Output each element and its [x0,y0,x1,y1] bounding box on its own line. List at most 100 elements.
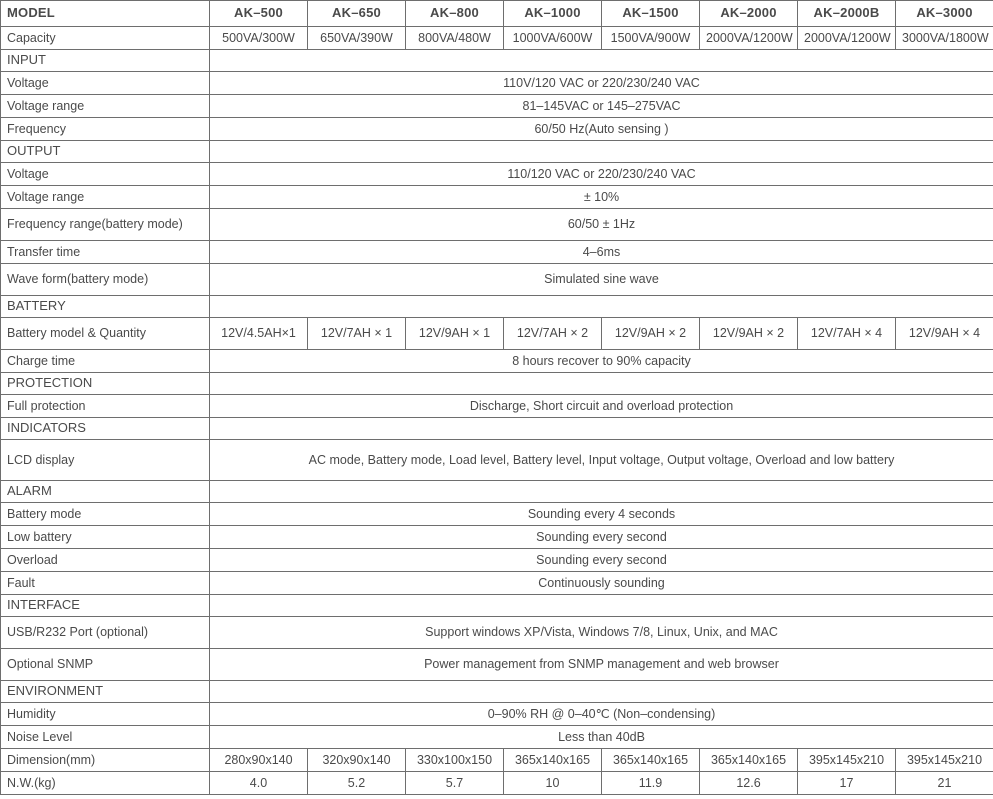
row-label-noise-level: Noise Level [0,725,210,749]
battery-value-7: 12V/9AH × 4 [895,317,993,350]
row-label-wave-form: Wave form(battery mode) [0,263,210,296]
dimension-value-6: 395x145x210 [797,748,896,772]
section-blank-environment [209,680,993,703]
row-label-alarm-low-battery: Low battery [0,525,210,549]
section-row-environment: ENVIRONMENT [0,680,993,703]
table-row-capacity: Capacity 500VA/300W 650VA/390W 800VA/480… [0,26,993,50]
lcd-display-value: AC mode, Battery mode, Load level, Batte… [209,439,993,481]
capacity-value-5: 2000VA/1200W [699,26,798,50]
table-row-dimension: Dimension(mm) 280x90x140 320x90x140 330x… [0,748,993,772]
capacity-value-0: 500VA/300W [209,26,308,50]
output-frequency-range-value: 60/50 ± 1Hz [209,208,993,241]
row-label-input-voltage: Voltage [0,71,210,95]
transfer-time-value: 4–6ms [209,240,993,264]
table-row-charge-time: Charge time 8 hours recover to 90% capac… [0,349,993,373]
battery-value-3: 12V/7AH × 2 [503,317,602,350]
battery-value-4: 12V/9AH × 2 [601,317,700,350]
table-row-optional-snmp: Optional SNMP Power management from SNMP… [0,648,993,681]
section-blank-interface [209,594,993,617]
header-model-1: AK–650 [307,0,406,27]
capacity-value-2: 800VA/480W [405,26,504,50]
dimension-value-5: 365x140x165 [699,748,798,772]
table-row-alarm-overload: Overload Sounding every second [0,548,993,572]
section-row-input: INPUT [0,49,993,72]
optional-snmp-value: Power management from SNMP management an… [209,648,993,681]
output-voltage-range-value: ± 10% [209,185,993,209]
alarm-low-battery-value: Sounding every second [209,525,993,549]
row-label-transfer-time: Transfer time [0,240,210,264]
header-label-model: MODEL [0,0,210,27]
battery-value-6: 12V/7AH × 4 [797,317,896,350]
table-row-alarm-low-battery: Low battery Sounding every second [0,525,993,549]
row-label-charge-time: Charge time [0,349,210,373]
dimension-value-1: 320x90x140 [307,748,406,772]
table-row-usb-r232-port: USB/R232 Port (optional) Support windows… [0,616,993,649]
table-row-battery-model-quantity: Battery model & Quantity 12V/4.5AH×1 12V… [0,317,993,350]
table-row-humidity: Humidity 0–90% RH @ 0–40℃ (Non–condensin… [0,702,993,726]
battery-value-2: 12V/9AH × 1 [405,317,504,350]
row-label-optional-snmp: Optional SNMP [0,648,210,681]
full-protection-value: Discharge, Short circuit and overload pr… [209,394,993,418]
header-model-5: AK–2000 [699,0,798,27]
section-row-indicators: INDICATORS [0,417,993,440]
net-weight-value-0: 4.0 [209,771,308,795]
row-label-humidity: Humidity [0,702,210,726]
net-weight-value-5: 12.6 [699,771,798,795]
section-blank-protection [209,372,993,395]
section-label-battery: BATTERY [0,295,210,318]
table-row-full-protection: Full protection Discharge, Short circuit… [0,394,993,418]
row-label-input-voltage-range: Voltage range [0,94,210,118]
net-weight-value-1: 5.2 [307,771,406,795]
row-label-full-protection: Full protection [0,394,210,418]
row-label-alarm-battery-mode: Battery mode [0,502,210,526]
section-blank-input [209,49,993,72]
section-label-input: INPUT [0,49,210,72]
section-blank-indicators [209,417,993,440]
row-label-output-voltage-range: Voltage range [0,185,210,209]
table-row-transfer-time: Transfer time 4–6ms [0,240,993,264]
row-label-output-voltage: Voltage [0,162,210,186]
header-model-3: AK–1000 [503,0,602,27]
table-row-input-voltage-range: Voltage range 81–145VAC or 145–275VAC [0,94,993,118]
dimension-value-0: 280x90x140 [209,748,308,772]
net-weight-value-2: 5.7 [405,771,504,795]
section-label-indicators: INDICATORS [0,417,210,440]
table-row-alarm-fault: Fault Continuously sounding [0,571,993,595]
noise-level-value: Less than 40dB [209,725,993,749]
section-blank-alarm [209,480,993,503]
row-label-lcd-display: LCD display [0,439,210,481]
net-weight-value-4: 11.9 [601,771,700,795]
dimension-value-2: 330x100x150 [405,748,504,772]
section-blank-output [209,140,993,163]
input-voltage-value: 110V/120 VAC or 220/230/240 VAC [209,71,993,95]
net-weight-value-7: 21 [895,771,993,795]
row-label-input-frequency: Frequency [0,117,210,141]
input-frequency-value: 60/50 Hz(Auto sensing ) [209,117,993,141]
dimension-value-3: 365x140x165 [503,748,602,772]
section-blank-battery [209,295,993,318]
table-row-lcd-display: LCD display AC mode, Battery mode, Load … [0,439,993,481]
section-row-output: OUTPUT [0,140,993,163]
input-voltage-range-value: 81–145VAC or 145–275VAC [209,94,993,118]
section-row-interface: INTERFACE [0,594,993,617]
table-header-row: MODEL AK–500 AK–650 AK–800 AK–1000 AK–15… [0,0,993,27]
wave-form-value: Simulated sine wave [209,263,993,296]
table-row-wave-form: Wave form(battery mode) Simulated sine w… [0,263,993,296]
capacity-value-4: 1500VA/900W [601,26,700,50]
section-label-protection: PROTECTION [0,372,210,395]
row-label-capacity: Capacity [0,26,210,50]
charge-time-value: 8 hours recover to 90% capacity [209,349,993,373]
alarm-battery-mode-value: Sounding every 4 seconds [209,502,993,526]
row-label-output-frequency-range: Frequency range(battery mode) [0,208,210,241]
net-weight-value-3: 10 [503,771,602,795]
table-row-alarm-battery-mode: Battery mode Sounding every 4 seconds [0,502,993,526]
alarm-overload-value: Sounding every second [209,548,993,572]
section-row-battery: BATTERY [0,295,993,318]
row-label-dimension: Dimension(mm) [0,748,210,772]
row-label-net-weight: N.W.(kg) [0,771,210,795]
table-row-net-weight: N.W.(kg) 4.0 5.2 5.7 10 11.9 12.6 17 21 [0,771,993,795]
dimension-value-7: 395x145x210 [895,748,993,772]
section-row-protection: PROTECTION [0,372,993,395]
section-label-environment: ENVIRONMENT [0,680,210,703]
